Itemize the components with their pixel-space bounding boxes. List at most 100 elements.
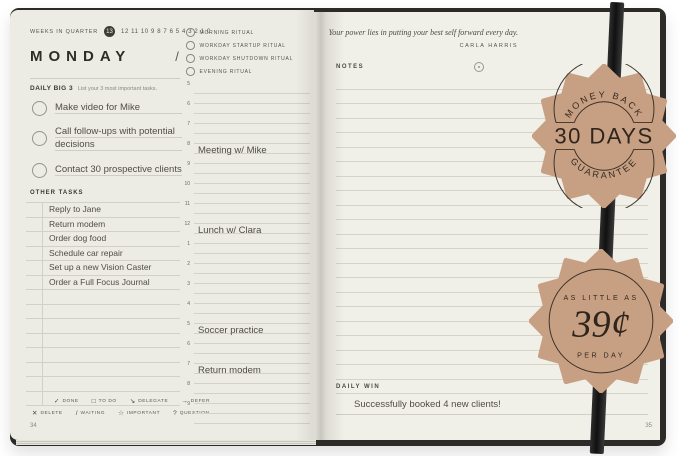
legend-symbol: → — [181, 397, 188, 405]
ruled-line — [194, 163, 310, 164]
schedule-slot: 7 Return modem — [180, 361, 310, 384]
task-symbol-cell — [26, 203, 43, 217]
ruled-line — [336, 162, 648, 177]
ruled-line — [336, 75, 648, 90]
other-task-text: Reply to Jane — [49, 204, 101, 214]
other-task-text — [43, 290, 49, 304]
page-number-right: 35 — [645, 423, 652, 429]
ruled-line — [336, 380, 648, 394]
date-slash: / — [175, 49, 179, 64]
ruled-line — [194, 313, 310, 314]
schedule-hour-label: 1 — [187, 241, 190, 247]
ruled-line — [336, 90, 648, 104]
ruled-line — [194, 233, 310, 234]
badge-center-text: 30 DAYS — [554, 124, 653, 149]
legend-label: IMPORTANT — [126, 410, 161, 416]
task-symbol-cell — [26, 348, 43, 362]
ruled-line — [336, 293, 648, 307]
schedule-hour-label: 8 — [187, 381, 190, 387]
schedule-hour-label: 4 — [187, 301, 190, 307]
schedule-hour-label: 7 — [187, 121, 190, 127]
ruled-line — [194, 223, 310, 224]
ruled-line — [336, 351, 648, 365]
ruled-line — [194, 283, 310, 284]
other-task-row — [26, 377, 180, 392]
other-task-row: Return modem — [26, 217, 180, 232]
legend-symbol: ↘ — [129, 398, 136, 405]
other-task-text: Set up a new Vision Caster — [49, 262, 152, 272]
other-tasks-title: OTHER TASKS — [30, 190, 84, 196]
legend-label: DELEGATE — [138, 398, 169, 404]
daily-quote: Your power lies in putting your best sel… — [328, 28, 518, 37]
legend-item: ↘ DELEGATE — [130, 397, 169, 405]
other-task-row — [26, 333, 180, 348]
task-symbol-cell — [26, 377, 43, 391]
ruled-line — [194, 213, 310, 214]
weeks-in-quarter: WEEKS IN QUARTER 13 12 11 10 9 8 7 6 5 4… — [30, 26, 211, 37]
schedule-slot: 5 Soccer practice — [180, 321, 310, 344]
ruled-line — [336, 365, 648, 380]
task-symbol-cell — [26, 362, 43, 376]
schedule-hour-label: 9 — [187, 401, 190, 407]
schedule-hour-label: 7 — [187, 361, 190, 367]
task-symbol-cell — [26, 246, 43, 260]
circled-dot-icon — [474, 62, 484, 72]
price-top-text: AS LITTLE AS — [563, 293, 638, 302]
schedule-slot: 11 — [180, 201, 310, 224]
legend-row-1: ✓ DONE □ TO DO ↘ DELEGATE → DEFER — [54, 397, 210, 406]
task-symbol-cell — [26, 261, 43, 275]
big3-task-text: Call follow-ups with potential decisions — [55, 125, 182, 152]
schedule-hour-label: 5 — [187, 321, 190, 327]
quote-author: CARLA HARRIS — [459, 43, 518, 49]
schedule-hour-label: 3 — [187, 281, 190, 287]
ritual-row: WORKDAY SHUTDOWN RITUAL — [186, 52, 293, 65]
ritual-label: EVENING RITUAL — [199, 68, 253, 75]
other-task-text: Order dog food — [49, 233, 107, 243]
schedule-slot: 10 — [180, 181, 310, 204]
schedule-slot: 9 — [180, 401, 310, 424]
price-badge: AS LITTLE AS 39¢ PER DAY — [529, 249, 673, 393]
rituals-list: MORNING RITUAL WORKDAY STARTUP RITUAL WORK… — [186, 26, 293, 78]
ruled-line — [336, 307, 648, 322]
ruled-line — [336, 206, 648, 220]
task-symbol-cell — [26, 391, 43, 405]
ritual-checkbox-icon — [186, 54, 195, 63]
ritual-checkbox-icon — [186, 67, 195, 76]
ruled-line — [194, 183, 310, 184]
big3-task-row: Contact 30 prospective clients — [32, 160, 182, 180]
task-symbol-cell — [26, 304, 43, 318]
ruled-line — [336, 322, 648, 336]
other-task-row — [26, 290, 180, 305]
daily-big3-subtitle: List your 3 most important tasks. — [77, 86, 158, 92]
schedule-hour-label: 10 — [184, 181, 190, 187]
schedule-slot: 8 — [180, 381, 310, 404]
ruled-line — [194, 333, 310, 334]
ruled-line — [194, 193, 310, 194]
legend-item: / WAITING — [76, 409, 105, 417]
ruled-line — [194, 393, 310, 394]
legend-symbol: □ — [91, 397, 96, 405]
ritual-label: WORKDAY SHUTDOWN RITUAL — [199, 55, 294, 62]
ruled-line — [194, 153, 310, 154]
schedule-slot: 6 — [180, 101, 310, 124]
ruled-line — [336, 235, 648, 249]
task-checkbox-icon — [32, 131, 47, 146]
other-task-row: Reply to Jane — [26, 203, 180, 218]
schedule-slot: 6 — [180, 341, 310, 364]
other-task-text — [43, 305, 49, 319]
other-task-text: Schedule car repair — [49, 247, 123, 258]
other-task-row: Set up a new Vision Caster — [26, 261, 180, 276]
legend-symbol: ? — [173, 409, 177, 417]
ruled-line — [194, 373, 310, 374]
other-task-text — [43, 348, 49, 362]
legend-item: □ TO DO — [92, 397, 117, 405]
money-back-badge: MONEY BACK 30 DAYS GUARANTEE — [532, 64, 676, 208]
ruled-line — [194, 123, 310, 124]
ruled-line — [336, 278, 648, 293]
schedule-hour-label: 5 — [187, 81, 190, 87]
legend-item: ✕ DELETE — [32, 409, 63, 417]
starburst-shape — [529, 249, 673, 393]
daily-win-row: Successfully booked 4 new clients! — [336, 394, 648, 415]
day-title: MONDAY — [30, 48, 132, 65]
ruled-line — [336, 177, 648, 191]
